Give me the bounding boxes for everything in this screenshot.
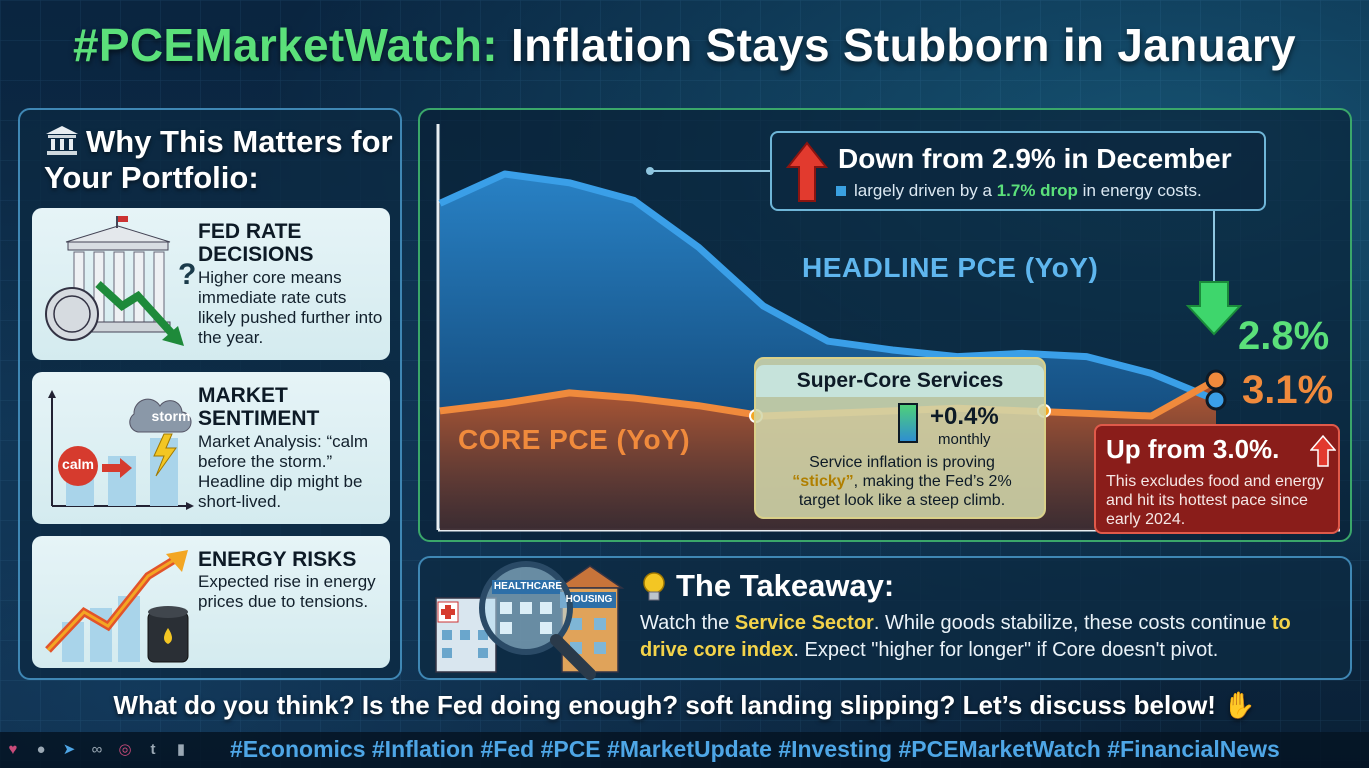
discussion-question: What do you think? Is the Fed doing enou… xyxy=(113,690,1256,720)
callout-leader-dot xyxy=(646,167,654,175)
portfolio-heading: Why This Matters for Your Portfolio: xyxy=(44,124,394,196)
lightbulb-icon xyxy=(643,572,665,601)
hashtags: #Economics #Inflation #Fed #PCE #MarketU… xyxy=(230,736,1280,762)
card-energy-risks-title: ENERGY RISKS xyxy=(198,548,357,571)
page-title: #PCEMarketWatch: Inflation Stays Stubbor… xyxy=(0,18,1369,72)
bank-icon xyxy=(46,126,78,155)
card-energy-risks: ENERGY RISKS Expected rise in energy pri… xyxy=(32,536,390,668)
core-series-label: CORE PCE (YoY) xyxy=(458,424,691,455)
portfolio-heading-text: Why This Matters for Your Portfolio: xyxy=(44,124,393,195)
core-callout: Up from 3.0%. This excludes food and ene… xyxy=(1094,424,1340,534)
fed-building-icon: ? xyxy=(45,216,196,346)
card-fed-rate-text: Higher core means immediate rate cuts li… xyxy=(198,268,383,347)
energy-rise-icon xyxy=(45,550,189,663)
sentiment-chart-icon xyxy=(48,390,194,510)
supercore-desc: Service inflation is proving “sticky”, m… xyxy=(792,454,1012,509)
storm-cloud-label: storm xyxy=(151,408,191,424)
bookmark-icon[interactable]: ▮ xyxy=(176,741,186,758)
svg-text:?: ? xyxy=(178,258,196,291)
headline-callout-sub: largely driven by a 1.7% drop in energy … xyxy=(836,181,1202,201)
instagram-icon[interactable]: ◎ xyxy=(118,741,132,758)
supercore-bar-icon xyxy=(898,403,918,443)
takeaway-panel: HEALTHCARE HOUSING The Takeaway: Watch t… xyxy=(418,556,1352,680)
headline-callout: Down from 2.9% in December largely drive… xyxy=(770,131,1266,211)
card-energy-risks-text: Expected rise in energy prices due to te… xyxy=(198,572,376,611)
card-fed-rate-title: FED RATE DECISIONS xyxy=(198,220,314,266)
small-up-arrow-icon xyxy=(1310,434,1336,467)
core-callout-text: This excludes food and energy and hit it… xyxy=(1106,473,1324,528)
supercore-pct: +0.4% xyxy=(930,403,999,430)
title-hashtag: #PCEMarketWatch: xyxy=(73,19,498,71)
housing-sign: HOUSING xyxy=(565,594,613,605)
card-market-sentiment-title: MARKET SENTIMENT xyxy=(198,384,320,430)
core-callout-heading: Up from 3.0%. xyxy=(1106,434,1280,464)
healthcare-sign: HEALTHCARE xyxy=(493,581,563,592)
down-arrow-icon xyxy=(1185,281,1243,336)
send-icon[interactable]: ➤ xyxy=(62,741,76,758)
healthcare-housing-magnifier-icon xyxy=(435,561,625,680)
footer-bar: ♥ ● ➤ ∞ ◎ t ▮ #Economics #Inflation #Fed… xyxy=(0,732,1369,768)
headline-series-label: HEADLINE PCE (YoY) xyxy=(802,252,1099,283)
headline-point-12 xyxy=(1205,389,1227,411)
hand-icon: ✋ xyxy=(1223,690,1256,720)
supercore-period: monthly xyxy=(938,431,991,448)
supercore-title: Super-Core Services xyxy=(756,365,1044,397)
link-icon[interactable]: ∞ xyxy=(91,741,103,758)
takeaway-text: Watch the Service Sector. While goods st… xyxy=(640,612,1291,661)
bullet-square-icon xyxy=(836,186,846,196)
card-market-sentiment: calm storm MARKET SENTIMENT Market Analy… xyxy=(32,372,390,524)
headline-callout-heading: Down from 2.9% in December xyxy=(838,143,1232,174)
headline-line xyxy=(438,170,1218,404)
calm-bubble-label: calm xyxy=(62,456,94,472)
supercore-callout: Super-Core Services +0.4% monthly Servic… xyxy=(754,357,1046,519)
comment-icon[interactable]: ● xyxy=(36,741,46,758)
social-icons: ♥ ● ➤ ∞ ◎ t ▮ xyxy=(4,738,190,762)
card-market-sentiment-text: Market Analysis: “calm before the storm.… xyxy=(198,432,369,511)
takeaway-title: The Takeaway: xyxy=(676,568,895,603)
tumblr-icon[interactable]: t xyxy=(150,741,156,758)
title-text: Inflation Stays Stubborn in January xyxy=(497,19,1296,71)
up-arrow-icon xyxy=(786,141,828,202)
core-point-12 xyxy=(1205,369,1227,391)
core-final-value: 3.1% xyxy=(1242,368,1334,412)
heart-icon[interactable]: ♥ xyxy=(8,741,18,758)
portfolio-panel: Why This Matters for Your Portfolio: ? F… xyxy=(18,108,402,680)
headline-final-value: 2.8% xyxy=(1238,314,1330,358)
card-fed-rate: ? FED RATE DECISIONS Higher core means i… xyxy=(32,208,390,360)
